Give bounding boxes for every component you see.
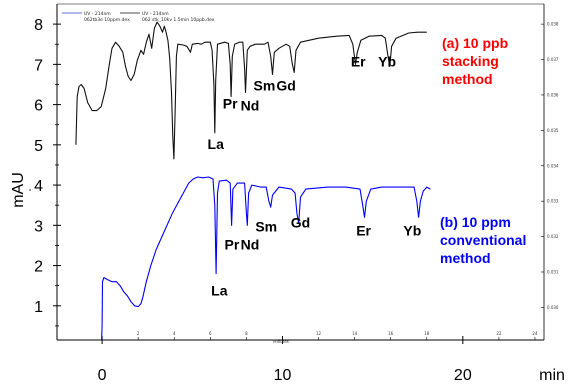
right-tick-label: 0.031 (547, 269, 559, 274)
peak-label: Yb (378, 53, 396, 69)
annotation-a-line-2: stacking (442, 53, 499, 69)
peak-label: Sm (255, 218, 277, 234)
y-tick-label: 4 (34, 178, 43, 195)
x-minor-tick-label: 8 (245, 331, 248, 336)
right-tick-label: 0.036 (547, 92, 559, 97)
series-line-conventional (101, 176, 431, 341)
right-tick-label: 0.030 (547, 305, 559, 310)
peak-label: Er (356, 222, 371, 238)
y-tick-label: 7 (34, 57, 43, 74)
y-tick-label: 6 (34, 98, 43, 115)
peak-label: Gd (291, 214, 310, 230)
peak-label: Nd (241, 236, 260, 252)
annotation-a-line-1: (a) 10 ppb (442, 35, 508, 51)
legend-label-blue: UV - 214nm (84, 11, 111, 17)
annotation-a-line-3: method (442, 71, 493, 87)
y-tick-label: 1 (34, 299, 43, 316)
y-tick-label: 5 (34, 138, 43, 155)
right-tick-label: 0.035 (547, 128, 559, 133)
x-minor-tick-label: 16 (388, 331, 394, 336)
peak-label: Yb (403, 222, 421, 238)
y-tick-label: 3 (34, 218, 43, 235)
series-layer (75, 21, 431, 341)
right-tick-label: 0.034 (547, 163, 559, 168)
x-axis-minor-title: Minutes (273, 339, 289, 344)
peak-label: La (211, 283, 228, 299)
right-tick-label: 0.037 (547, 57, 559, 62)
peak-label: Gd (276, 78, 295, 94)
y-axis-title: mAU (10, 172, 27, 208)
x-minor-tick-label: 24 (532, 331, 538, 336)
annotation-b: (b) 10 ppm conventional method (440, 214, 526, 266)
legend: UV - 214nm 062tb3e 10ppm.dex UV - 214nm … (62, 11, 215, 23)
x-minor-tick-label: 4 (173, 331, 176, 336)
x-minor-tick-label: 18 (424, 331, 430, 336)
annotation-b-line-2: conventional (440, 232, 526, 248)
y-tick-label: 2 (34, 259, 43, 276)
peak-label: Pr (225, 236, 240, 252)
x-minor-tick-label: 12 (316, 331, 322, 336)
x-tick-label: 20 (454, 367, 472, 384)
x-axis-title: min (539, 367, 565, 384)
x-tick-label: 10 (274, 367, 292, 384)
peak-label: Nd (241, 98, 260, 114)
annotation-b-line-1: (b) 10 ppm (440, 214, 511, 230)
legend-label-black: UV - 214nm (142, 11, 169, 17)
annotation-b-line-3: method (440, 250, 491, 266)
peak-label: La (208, 136, 225, 152)
x-minor-tick-label: 2 (137, 331, 140, 336)
x-minor-tick-label: 6 (209, 331, 212, 336)
x-minor-tick-label: 14 (352, 331, 358, 336)
peak-label: Pr (223, 96, 238, 112)
annotation-a: (a) 10 ppb stacking method (442, 35, 508, 87)
legend-file-black: 062 stk_10kv 1.5min 10ppb.dex (142, 17, 215, 23)
x-minor-tick-label: 22 (496, 331, 502, 336)
peak-label: Er (351, 53, 366, 69)
x-tick-label: 0 (98, 367, 107, 384)
series-line-stacking (75, 21, 427, 160)
peak-label: Sm (254, 78, 276, 94)
legend-file-blue: 062tb3e 10ppm.dex (84, 17, 130, 23)
right-tick-label: 0.038 (547, 22, 559, 27)
right-tick-label: 0.033 (547, 199, 559, 204)
right-tick-label: 0.032 (547, 234, 559, 239)
y-tick-label: 8 (34, 17, 43, 34)
